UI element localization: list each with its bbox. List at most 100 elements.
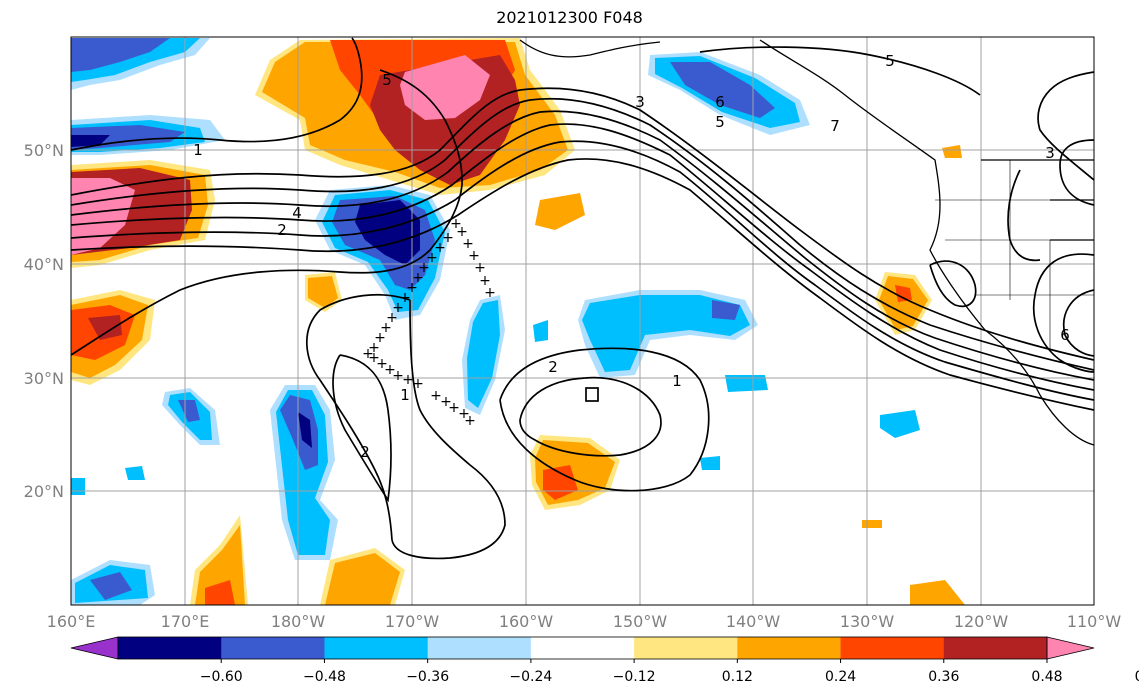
lon-tick-label: 170°E [161,612,210,631]
colorbar-tick-label: −0.12 [613,669,656,685]
track-marker: + [368,350,380,366]
lon-tick-label: 150°W [613,612,668,631]
lon-tick-label: 180°W [271,612,326,631]
contour-label: 1 [672,372,682,390]
colorbar-segment [634,637,738,659]
longitude-ticks: 160°E 170°E 180°W 170°W 160°W 150°W 140°… [47,612,1122,631]
colorbar-segment [118,637,222,659]
contour-label: 5 [382,71,392,89]
colorbar-tick-label: −0.48 [303,669,346,685]
track-marker: + [440,394,452,410]
contour-lines [71,37,1094,560]
track-marker: + [430,388,442,404]
track-marker: + [374,330,386,346]
contour-loop [585,387,599,402]
track-marker: + [402,372,414,388]
colorbar-tick-label: −0.60 [200,669,243,685]
colorbar-tick-label: 0.60 [1135,669,1139,685]
track-marker: + [392,300,404,316]
anomaly-region-negative [125,466,145,480]
lon-tick-label: 140°W [726,612,781,631]
latitude-ticks: 50°N 40°N 30°N 20°N [24,141,64,501]
anomaly-region-negative [90,572,132,600]
border-lines [935,160,1094,350]
track-marker: + [448,400,460,416]
anomaly-region-negative [178,400,200,422]
anomaly-region-positive [400,55,490,120]
contour-label: 5 [885,52,895,70]
track-marker: + [412,270,424,286]
track-marker: + [456,224,468,240]
colorbar-segment [530,637,635,659]
lat-tick-label: 40°N [24,255,64,274]
lon-tick-label: 130°W [840,612,895,631]
track-marker: + [362,346,374,362]
contour-label: 6 [715,93,725,111]
colorbar-tick-label: 0.48 [1031,669,1062,685]
track-marker: + [468,248,480,264]
track-marker: + [434,240,446,256]
anomaly-region-negative [700,456,720,470]
colorbar-segment [840,637,945,659]
anomaly-region-positive [535,193,585,230]
contour-label: 2 [548,358,558,376]
colorbar-segment [427,637,532,659]
anomaly-region-negative [582,295,750,372]
colorbar-tick-label: 0.24 [825,669,856,685]
anomaly-region-positive [308,276,338,308]
colorbar-extend-low [70,636,119,660]
map-title: 2021012300 F048 [496,8,643,27]
lon-tick-label: 160°E [47,612,96,631]
anomaly-region-negative [355,200,420,265]
anomaly-region-negative [298,412,312,448]
track-marker: + [474,260,486,276]
anomaly-region-positive [895,285,912,302]
anomaly-region-positive [862,520,882,528]
colorbar-tick-label: −0.24 [509,669,552,685]
track-marker: + [426,250,438,266]
contour-label: 3 [1045,144,1055,162]
track-markers: +++++++++++++++++++++++++++++++ [362,216,496,429]
track-marker: + [406,280,418,296]
lat-tick-label: 20°N [24,482,64,501]
lon-tick-label: 170°W [385,612,440,631]
contour-label: 5 [715,113,725,131]
colorbar-frame [117,636,1048,660]
anomaly-region-negative [280,395,318,470]
track-marker: + [479,273,491,289]
colorbar: −0.60 −0.48 −0.36 −0.24 −0.12 0.12 0.24 0.36 0.4… [70,636,1139,685]
track-marker: + [464,413,476,429]
anomaly-region-positive [942,145,962,158]
lon-tick-label: 120°W [954,612,1009,631]
graticule [71,37,1094,605]
anomaly-region-negative [467,300,500,408]
track-marker: + [412,376,424,392]
colorbar-segment [324,637,429,659]
track-marker: + [368,340,380,356]
contour-labels: 1 2 4 5 3 6 5 7 5 3 6 1 2 2 1 [193,52,1070,461]
track-marker: + [484,285,496,301]
lat-tick-label: 30°N [24,369,64,388]
track-marker: + [458,406,470,422]
colorbar-segment [943,637,1048,659]
track-marker: + [450,216,462,232]
contour-label: 1 [400,386,410,404]
anomaly-region-negative [880,410,920,438]
contour-label: 3 [635,93,645,111]
contour-label: 7 [830,117,840,135]
contour-label: 6 [1060,326,1070,344]
shaded-field [71,38,965,605]
contour-label: 4 [292,204,302,222]
colorbar-segment [221,637,325,659]
anomaly-region-negative [71,478,85,495]
anomaly-region-negative [712,300,740,320]
track-marker: + [442,230,454,246]
colorbar-segment [737,637,842,659]
track-marker: + [380,320,392,336]
colorbar-tick-label: −0.36 [406,669,449,685]
track-marker: + [384,362,396,378]
map-frame [70,36,1095,606]
lat-tick-label: 50°N [24,141,64,160]
anomaly-region-positive [195,525,245,605]
anomaly-region-positive [879,276,928,330]
